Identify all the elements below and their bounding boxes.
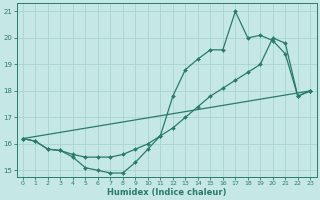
X-axis label: Humidex (Indice chaleur): Humidex (Indice chaleur) xyxy=(107,188,226,197)
